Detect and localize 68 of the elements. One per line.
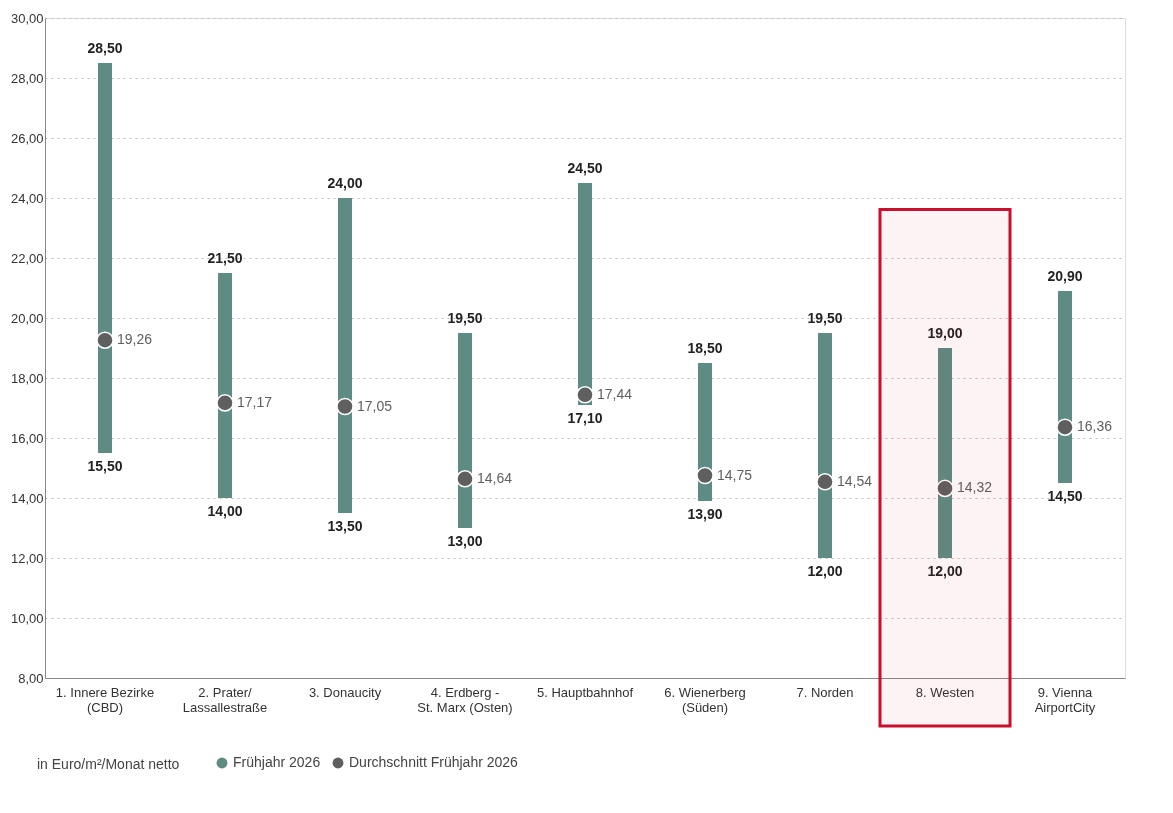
y-tick-label: 8,00 bbox=[18, 670, 44, 686]
annotation: 13,00 bbox=[447, 533, 483, 549]
y-tick-label: 24,00 bbox=[10, 190, 44, 206]
annotation: 19,50 bbox=[807, 310, 843, 326]
bar bbox=[218, 273, 232, 498]
data-label: 17,44 bbox=[597, 385, 633, 402]
bar bbox=[338, 198, 352, 513]
x-tick-label: 1. Innere Bezirke (CBD) bbox=[55, 684, 155, 715]
point bbox=[96, 331, 114, 349]
point bbox=[216, 394, 234, 412]
annotation: 24,00 bbox=[327, 175, 363, 191]
data-label: 14,32 bbox=[957, 479, 993, 496]
y-tick-label: 28,00 bbox=[10, 70, 44, 86]
annotation: 24,50 bbox=[567, 160, 603, 176]
bar bbox=[98, 63, 112, 453]
x-tick-label: 6. Wienerberg (Süden) bbox=[664, 684, 746, 715]
data-label: 14,75 bbox=[717, 466, 753, 483]
annotation: 14,00 bbox=[207, 503, 243, 519]
data-label: 14,64 bbox=[477, 469, 513, 486]
y-tick-label: 16,00 bbox=[10, 430, 44, 446]
data-label: 17,05 bbox=[357, 397, 393, 414]
point bbox=[696, 466, 714, 485]
point bbox=[1056, 418, 1074, 436]
bar bbox=[938, 348, 952, 558]
x-tick-label: 2. Prater/ Lassallestraße bbox=[182, 684, 268, 715]
x-tick-label: 8. Westen bbox=[915, 684, 975, 700]
annotation: 15,50 bbox=[87, 458, 123, 474]
point bbox=[456, 470, 474, 488]
y-tick-label: 14,00 bbox=[10, 490, 44, 506]
annotation: 19,50 bbox=[447, 310, 483, 326]
y-tick-label: 30,00 bbox=[10, 10, 44, 26]
x-tick-label: 9. Vienna AirportCity bbox=[1034, 684, 1096, 715]
y-tick-label: 18,00 bbox=[10, 370, 44, 386]
y-tick-label: 10,00 bbox=[10, 610, 44, 626]
x-tick-label: 5. Hauptbahnhof bbox=[536, 684, 634, 700]
point bbox=[336, 397, 354, 416]
data-label: 16,36 bbox=[1077, 418, 1113, 435]
y-tick-label: 20,00 bbox=[10, 310, 44, 326]
annotation: 21,50 bbox=[207, 250, 243, 266]
bar bbox=[818, 333, 832, 558]
point bbox=[576, 386, 594, 404]
legend-label: Frühjahr 2026 bbox=[233, 754, 321, 770]
data-label: 19,26 bbox=[117, 331, 153, 348]
annotation: 19,00 bbox=[927, 325, 963, 341]
y-tick-label: 26,00 bbox=[10, 130, 44, 146]
annotation: 12,00 bbox=[927, 563, 963, 579]
annotation: 17,10 bbox=[567, 410, 603, 426]
bar bbox=[458, 333, 472, 528]
point bbox=[936, 479, 954, 498]
text: in Euro/m²/Monat netto bbox=[37, 756, 180, 772]
y-tick-label: 12,00 bbox=[10, 550, 44, 566]
annotation: 13,50 bbox=[327, 518, 363, 534]
x-tick-label: 7. Norden bbox=[796, 684, 854, 700]
data-label: 17,17 bbox=[237, 393, 273, 410]
y-tick-label: 22,00 bbox=[10, 250, 44, 266]
annotation: 28,50 bbox=[87, 40, 123, 56]
x-tick-label: 4. Erdberg - St. Marx (Osten) bbox=[417, 684, 513, 715]
annotation: 13,90 bbox=[687, 506, 723, 522]
point bbox=[816, 473, 834, 491]
data-label: 14,54 bbox=[837, 472, 873, 489]
annotation: 20,90 bbox=[1047, 268, 1083, 284]
x-tick-label: 3. Donaucity bbox=[308, 684, 382, 700]
annotation: 18,50 bbox=[687, 340, 723, 356]
bar bbox=[1058, 291, 1072, 483]
legend-label: Durchschnitt Frühjahr 2026 bbox=[349, 754, 519, 770]
annotation: 12,00 bbox=[807, 563, 843, 579]
annotation: 14,50 bbox=[1047, 488, 1083, 504]
bar bbox=[578, 183, 592, 405]
